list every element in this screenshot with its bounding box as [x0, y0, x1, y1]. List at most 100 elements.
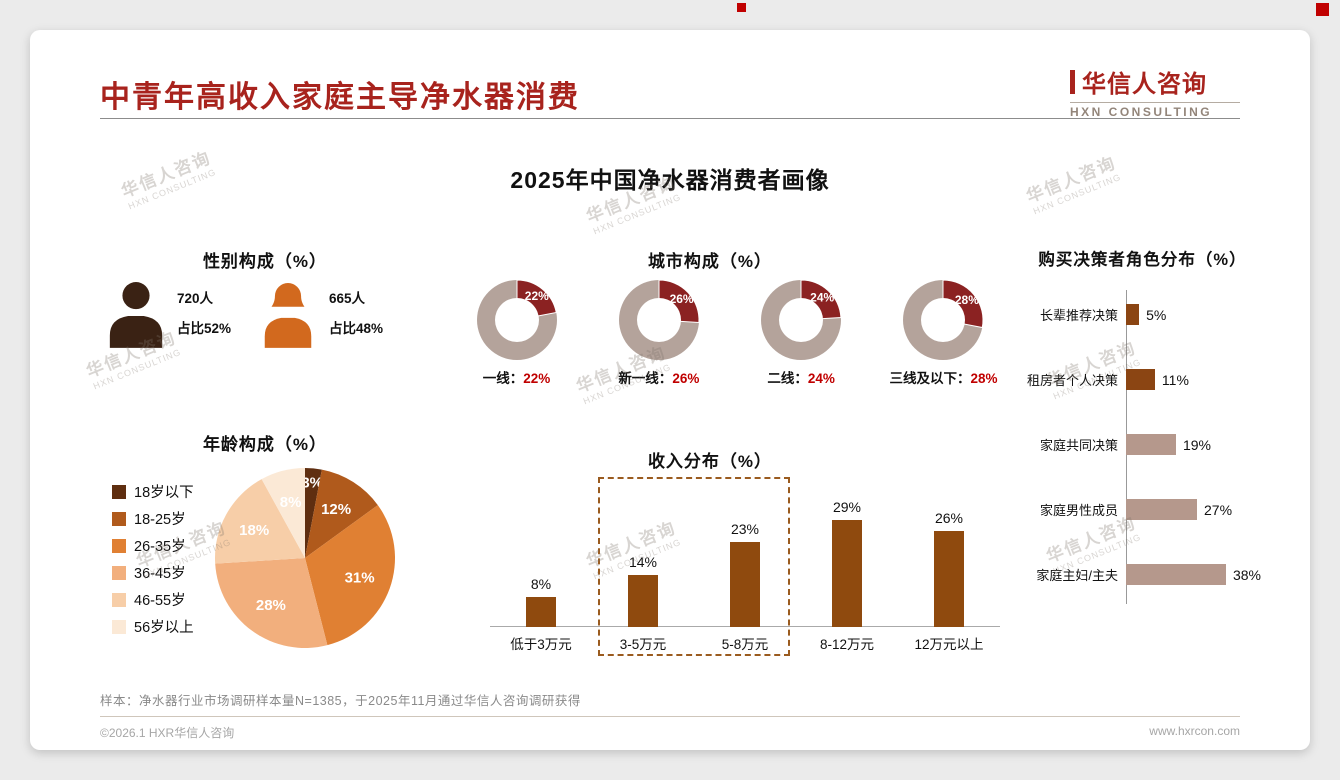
logo-top: 华信人咨询 — [1070, 64, 1240, 99]
donut-svg-1: 26% — [618, 279, 700, 360]
legend-item-5: 56岁以上 — [112, 613, 194, 640]
decision-bar-0 — [1126, 304, 1140, 325]
slide-card: 中青年高收入家庭主导净水器消费 华信人咨询 HXN CONSULTING 202… — [30, 30, 1310, 750]
age-pie-svg: 3% 12% 31% 28% 18% 8% — [215, 468, 395, 648]
legend-swatch — [112, 484, 126, 499]
logo: 华信人咨询 HXN CONSULTING — [1070, 64, 1240, 119]
legend-item-2: 26-35岁 — [112, 532, 194, 559]
donut-svg-0: 22% — [476, 279, 557, 360]
donut-label-0: 一线：22% — [450, 367, 583, 387]
male-group: 720人 占比52% — [105, 280, 231, 348]
income-category-3: 8-12万元 — [819, 637, 875, 652]
decision-value-0: 5% — [1146, 306, 1167, 323]
decision-bar-1 — [1126, 369, 1155, 390]
legend-label: 18-25岁 — [134, 512, 186, 528]
decision-bar-2 — [1126, 434, 1176, 455]
svg-text:22%: 22% — [524, 289, 548, 303]
page-marker-icon — [1316, 3, 1329, 16]
donut-value: 24% — [807, 371, 835, 386]
income-bar-chart: 8% 低于3万元 14% 3-5万元 23% 5-8万元 29% 8-12万元 26% 12万元以… — [490, 475, 1000, 661]
age-legend: 18岁以下 18-25岁 26-35岁 36-45岁 46-55岁 56岁以上 — [112, 478, 194, 640]
income-value-1: 14% — [628, 554, 658, 571]
income-category-4: 12万元以上 — [914, 637, 984, 652]
donut-label-1: 新一线：26% — [592, 367, 725, 387]
donut-value: 22% — [523, 371, 551, 386]
svg-text:28%: 28% — [955, 293, 979, 307]
decision-label-0: 长辈推荐决策 — [1039, 308, 1118, 323]
decision-value-1: 11% — [1161, 371, 1189, 388]
city-donut-charts: 22% 一线：22% 26% 新一线：26% 24% 二线：24% 28% 三线及以下：28% — [450, 278, 1010, 387]
donut-cat: 新一线： — [618, 371, 673, 386]
legend-swatch — [112, 565, 126, 580]
donut-label-3: 三线及以下：28% — [877, 367, 1010, 387]
female-stats: 665人 占比48% — [329, 284, 383, 344]
gender-section-title: 性别构成（%） — [202, 252, 328, 271]
gender-chart: 720人 占比52% 665人 占比48% — [105, 280, 450, 348]
income-value-0: 8% — [530, 576, 552, 593]
decision-row-0: 长辈推荐决策 5% — [1000, 282, 1305, 347]
sample-note: 样本：净水器行业市场调研样本量N=1385，于2025年11月通过华信人咨询调研… — [100, 694, 581, 708]
legend-label: 18岁以下 — [134, 485, 194, 501]
decision-section-title: 购买决策者角色分布（%） — [1038, 251, 1247, 269]
decision-row-2: 家庭共同决策 19% — [1000, 412, 1305, 477]
legend-label: 56岁以上 — [134, 620, 194, 636]
donut-cat: 一线： — [482, 371, 524, 386]
decision-bar-3 — [1126, 499, 1197, 520]
donut-1: 26% 新一线：26% — [592, 278, 725, 387]
main-title: 2025年中国净水器消费者画像 — [510, 167, 830, 193]
svg-text:18%: 18% — [239, 522, 269, 539]
logo-divider — [1070, 102, 1240, 103]
decision-row-4: 家庭主妇/主夫 38% — [1000, 542, 1305, 607]
income-category-0: 低于3万元 — [510, 637, 572, 652]
income-bar-0 — [526, 597, 556, 627]
income-highlight-box — [598, 477, 790, 656]
footer-copyright: ©2026.1 HXR华信人咨询 — [100, 726, 235, 740]
city-section-title: 城市构成（%） — [647, 252, 773, 271]
male-share: 占比52% — [177, 321, 232, 336]
decision-bar-4 — [1126, 564, 1226, 585]
income-bar-3 — [832, 519, 862, 627]
donut-3: 28% 三线及以下：28% — [877, 278, 1010, 387]
footer-website: www.hxrcon.com — [1149, 724, 1240, 738]
logo-bar-icon — [1070, 69, 1075, 94]
decision-value-3: 27% — [1204, 501, 1233, 518]
svg-text:3%: 3% — [301, 474, 323, 491]
decision-row-1: 租房者个人决策 11% — [1000, 347, 1305, 412]
legend-item-1: 18-25岁 — [112, 505, 194, 532]
decision-label-1: 租房者个人决策 — [1026, 373, 1118, 388]
decision-label-2: 家庭共同决策 — [1039, 438, 1118, 453]
age-pie-chart: 3% 12% 31% 28% 18% 8% — [210, 463, 400, 653]
income-category-2: 5-8万元 — [721, 637, 769, 652]
income-value-2: 23% — [730, 520, 760, 537]
decision-label-4: 家庭主妇/主夫 — [1036, 568, 1118, 583]
legend-item-4: 46-55岁 — [112, 586, 194, 613]
decision-hbar-chart: 长辈推荐决策 5% 租房者个人决策 11% 家庭共同决策 19% 家庭男性成员 27% 家庭主妇… — [1000, 282, 1305, 612]
donut-svg-3: 28% — [903, 279, 984, 360]
legend-label: 26-35岁 — [134, 539, 186, 555]
donut-value: 26% — [672, 371, 700, 386]
header-divider — [100, 118, 1240, 119]
income-bar-4 — [934, 530, 964, 627]
donut-cat: 二线： — [767, 371, 808, 386]
male-stats: 720人 占比52% — [177, 284, 231, 344]
female-group: 665人 占比48% — [257, 280, 383, 348]
decision-value-4: 38% — [1232, 566, 1261, 583]
svg-text:28%: 28% — [256, 597, 286, 614]
donut-2: 24% 二线：24% — [735, 278, 868, 387]
legend-swatch — [112, 619, 126, 634]
svg-text:8%: 8% — [280, 494, 302, 511]
logo-name: 华信人咨询 — [1082, 71, 1207, 98]
decision-row-3: 家庭男性成员 27% — [1000, 477, 1305, 542]
legend-swatch — [112, 592, 126, 607]
page-title: 中青年高收入家庭主导净水器消费 — [100, 81, 580, 114]
female-count: 665人 — [329, 291, 366, 306]
donut-cat: 三线及以下： — [889, 371, 971, 386]
male-icon — [109, 282, 163, 348]
svg-text:26%: 26% — [669, 292, 693, 306]
income-value-3: 29% — [832, 498, 862, 515]
decision-value-2: 19% — [1182, 436, 1211, 453]
legend-swatch — [112, 511, 126, 526]
legend-item-3: 36-45岁 — [112, 559, 194, 586]
donut-0: 22% 一线：22% — [450, 278, 583, 387]
decision-label-3: 家庭男性成员 — [1039, 503, 1118, 518]
